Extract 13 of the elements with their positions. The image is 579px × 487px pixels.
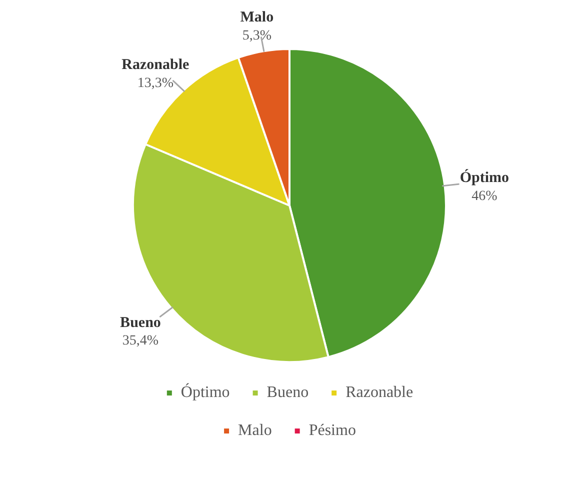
legend-label: Bueno [266,384,309,402]
legend-label: Pésimo [308,422,356,440]
legend-label: Malo [238,422,272,440]
data-label: 13,3% [137,76,174,91]
slice-label: Bueno [120,314,161,331]
slice-label: Razonable [122,57,190,74]
slice-label: Malo [240,9,274,26]
slice-label: Óptimo [460,169,510,186]
data-label: 35,4% [122,334,159,349]
data-label: 46% [472,188,498,204]
data-label: 5,3% [242,28,272,44]
legend-label: Óptimo [180,383,230,402]
legend-label: Razonable [346,384,414,402]
